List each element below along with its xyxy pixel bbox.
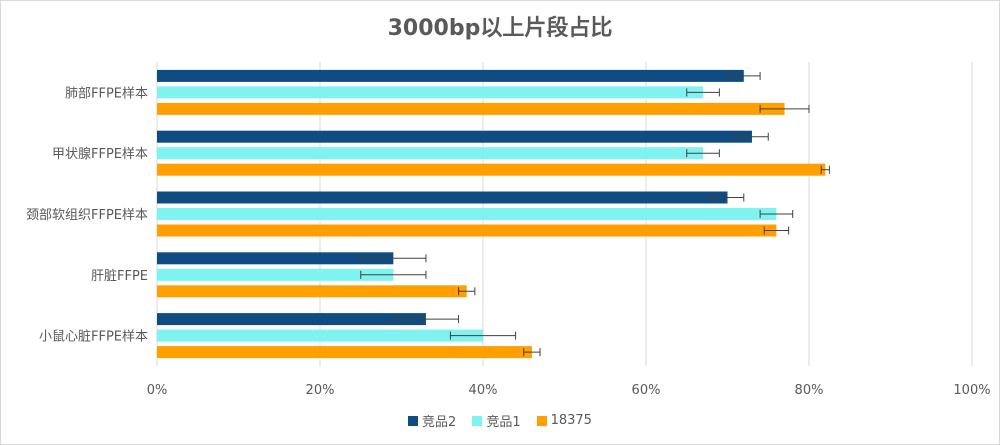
- category-label: 肺部FFPE样本: [65, 86, 148, 101]
- bar: [157, 130, 752, 143]
- bar: [157, 346, 532, 359]
- legend-swatch: [408, 415, 419, 426]
- legend-item: 竞品2: [408, 411, 456, 430]
- bar: [157, 102, 785, 115]
- x-tick-label: 0%: [147, 383, 168, 398]
- x-tick-label: 80%: [795, 383, 824, 398]
- legend-item: 竞品1: [472, 411, 521, 430]
- legend-swatch: [536, 415, 547, 426]
- x-tick-label: 40%: [469, 383, 498, 398]
- category-label: 肝脏FFPE: [91, 269, 148, 284]
- bar: [157, 208, 777, 220]
- legend-item: 18375: [536, 411, 592, 430]
- chart-title: 3000bp以上片段占比: [387, 16, 613, 41]
- legend-label: 竞品1: [486, 415, 521, 430]
- x-tick-label: 100%: [953, 383, 990, 398]
- chart-legend: 竞品2 竞品1 18375: [0, 411, 1000, 430]
- bar: [157, 252, 394, 265]
- category-label: 甲状腺FFPE样本: [52, 147, 148, 162]
- bar: [157, 86, 704, 99]
- category-label: 颈部软组织FFPE样本: [26, 208, 148, 223]
- bar: [157, 285, 467, 298]
- bar: [157, 147, 704, 160]
- x-tick-label: 20%: [306, 383, 335, 398]
- x-tick-label: 60%: [632, 383, 661, 398]
- bar: [157, 69, 744, 82]
- bar: [157, 268, 394, 281]
- bar: [157, 224, 777, 237]
- legend-swatch: [472, 415, 483, 426]
- bar: [157, 313, 426, 326]
- bar: [157, 329, 483, 342]
- legend-label: 竞品2: [422, 415, 457, 430]
- bar: [157, 163, 826, 176]
- bar: [157, 191, 728, 204]
- legend-label: 18375: [550, 413, 592, 428]
- category-label: 小鼠心脏FFPE样本: [39, 330, 148, 345]
